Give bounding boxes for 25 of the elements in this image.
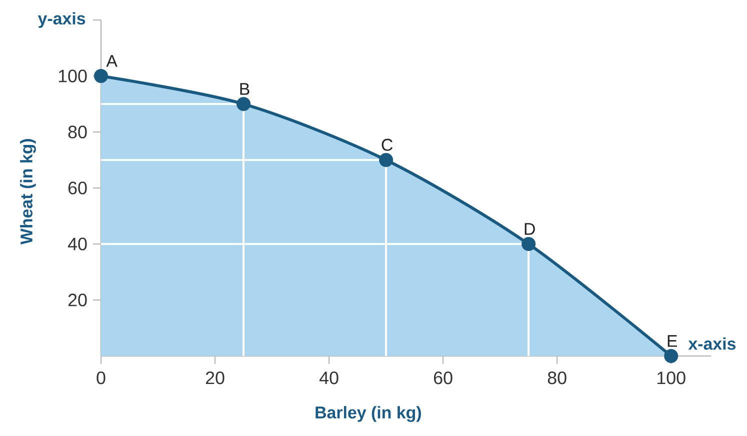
x-tick-label: 80 [548,372,566,384]
y-tick-label: 40 [68,238,87,250]
point [664,349,678,363]
text: y-axis [38,12,86,28]
point [236,96,251,111]
x-tick-label: 60 [434,372,452,384]
y-tick-label: 20 [68,294,87,306]
annotation: C [382,138,393,151]
y-tick-label: 60 [68,182,87,194]
annotation: A [106,55,118,67]
x-tick-label: 40 [319,372,338,384]
point [522,237,536,251]
x-tick-label: 100 [658,372,686,384]
annotation: x-axis [688,337,736,350]
x-tick-label: 0 [96,372,106,384]
annotation: E [668,335,678,347]
y-tick-label: 80 [68,126,87,138]
annotation: D [524,223,535,235]
y-tick-label: 100 [58,70,87,82]
point [94,68,108,83]
y-axis-title: Wheat (in kg) [20,139,36,244]
annotation: B [240,83,250,95]
point [379,153,394,167]
x-axis-title: Barley (in kg) [316,406,421,422]
x-tick-label: 20 [206,372,224,384]
